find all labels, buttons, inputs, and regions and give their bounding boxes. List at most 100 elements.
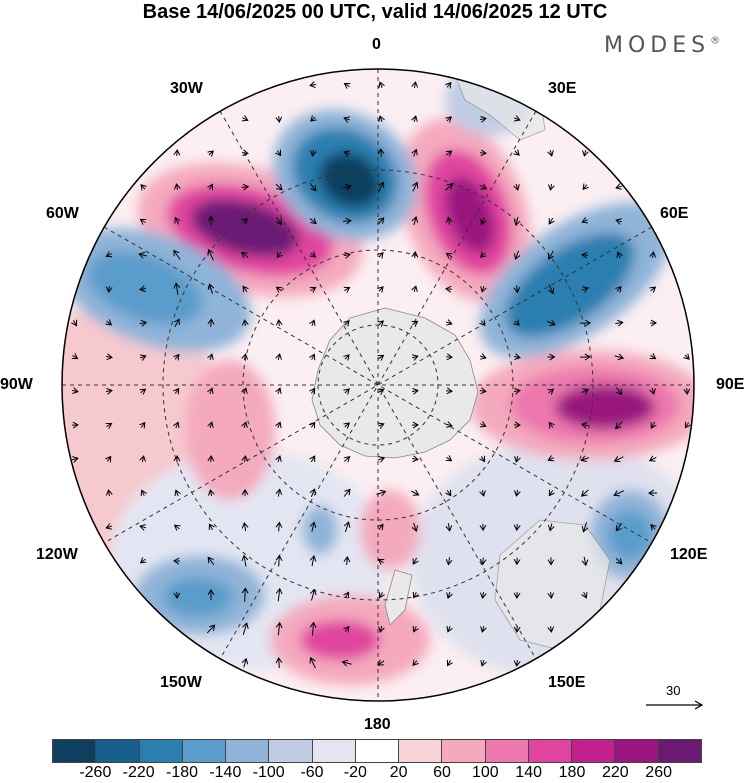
wind-vector xyxy=(580,422,589,429)
wind-vector xyxy=(309,149,317,157)
wind-vector xyxy=(207,318,215,327)
wind-vector xyxy=(275,621,283,636)
wind-vector xyxy=(548,421,555,429)
wind-vector xyxy=(446,659,453,667)
wind-vector xyxy=(207,421,214,429)
wind-vector xyxy=(139,455,146,463)
wind-vector xyxy=(445,252,453,259)
wind-vector xyxy=(411,387,419,395)
wind-vector xyxy=(411,489,420,496)
wind-vector xyxy=(445,216,453,225)
wind-vector xyxy=(241,115,249,122)
anomaly-positive xyxy=(360,490,420,570)
wind-vector xyxy=(513,285,521,294)
wind-vector xyxy=(241,218,249,225)
wind-vector xyxy=(580,353,591,361)
wind-vector xyxy=(241,455,249,463)
wind-vector xyxy=(241,522,249,532)
wind-vector xyxy=(377,388,385,395)
colorbar-swatch xyxy=(268,740,312,762)
wind-vector xyxy=(310,115,317,122)
wind-vector xyxy=(207,150,214,157)
wind-vector xyxy=(615,421,623,430)
wind-vector xyxy=(275,521,283,532)
wind-vector xyxy=(548,489,555,497)
wind-vector xyxy=(105,251,113,258)
wind-vector xyxy=(581,522,589,533)
lon-label-30e: 30E xyxy=(548,80,577,97)
colorbar-swatch xyxy=(484,740,528,762)
wind-vector xyxy=(173,421,180,429)
wind-vector xyxy=(378,591,385,599)
colorbar-swatch xyxy=(571,740,615,762)
wind-vector xyxy=(377,659,385,666)
wind-vector xyxy=(139,285,147,292)
wind-vector xyxy=(343,555,351,566)
colorbar-tick-label: -60 xyxy=(300,764,324,781)
colorbar-tick-label: -180 xyxy=(165,764,199,781)
wind-vector xyxy=(376,489,387,497)
wind-vector xyxy=(139,319,148,327)
wind-vector xyxy=(547,353,556,361)
wind-vector xyxy=(309,353,316,361)
wind-vector xyxy=(309,387,316,395)
wind-vector xyxy=(343,488,351,497)
wind-vector xyxy=(173,353,180,361)
wind-vector xyxy=(479,183,488,190)
wind-vector xyxy=(446,625,453,633)
wind-vector xyxy=(547,557,555,566)
wind-vector xyxy=(479,455,486,463)
wind-vector xyxy=(513,115,521,122)
wind-vector xyxy=(580,489,589,497)
wind-vector xyxy=(173,387,180,395)
anomaly-negative xyxy=(163,577,233,617)
wind-vector xyxy=(548,217,555,225)
lon-label-120w: 120W xyxy=(36,546,78,563)
wind-vector xyxy=(411,354,419,361)
colorbar-swatch xyxy=(527,740,572,762)
colorbar-tick-label: 100 xyxy=(471,764,499,781)
wind-vector xyxy=(241,387,248,395)
wind-vector xyxy=(582,183,589,191)
wind-vector xyxy=(343,591,350,599)
wind-vector xyxy=(649,319,657,327)
wind-vector xyxy=(275,217,282,226)
map-border xyxy=(61,68,695,702)
wind-vector xyxy=(140,489,147,497)
wind-vector xyxy=(480,217,487,226)
new-zealand-landmass xyxy=(384,569,413,626)
wind-vector xyxy=(411,522,419,532)
wind-vector xyxy=(378,115,385,122)
wind-vector xyxy=(207,556,215,565)
wind-vector xyxy=(241,488,249,497)
wind-vector xyxy=(513,216,521,227)
wind-vector xyxy=(242,622,249,636)
reference-vector-value: 30 xyxy=(666,683,681,698)
wind-vector xyxy=(683,353,690,360)
wind-vector xyxy=(377,558,385,565)
wind-vector xyxy=(207,455,215,463)
wind-vector xyxy=(174,489,181,497)
wind-vector xyxy=(581,286,590,293)
wind-vector xyxy=(547,284,555,295)
wind-vector xyxy=(445,150,453,157)
wind-vector xyxy=(208,523,215,531)
wind-vector xyxy=(309,621,317,636)
wind-vector xyxy=(343,82,351,89)
colorbar-swatch xyxy=(181,740,226,762)
wind-vector xyxy=(581,217,589,224)
wind-vector xyxy=(207,183,214,191)
wind-vector xyxy=(275,421,282,429)
wind-vector xyxy=(581,556,589,567)
wind-vector xyxy=(174,216,181,225)
wind-vector xyxy=(309,554,317,567)
wind-vector xyxy=(207,588,215,601)
wind-vector xyxy=(138,251,147,259)
wind-vector xyxy=(139,421,146,429)
wind-vector xyxy=(377,456,386,463)
wind-vector xyxy=(173,455,181,463)
wind-vector xyxy=(445,387,453,395)
wind-vectors xyxy=(71,81,691,669)
wind-vector xyxy=(411,81,419,89)
wind-vector xyxy=(513,387,521,395)
